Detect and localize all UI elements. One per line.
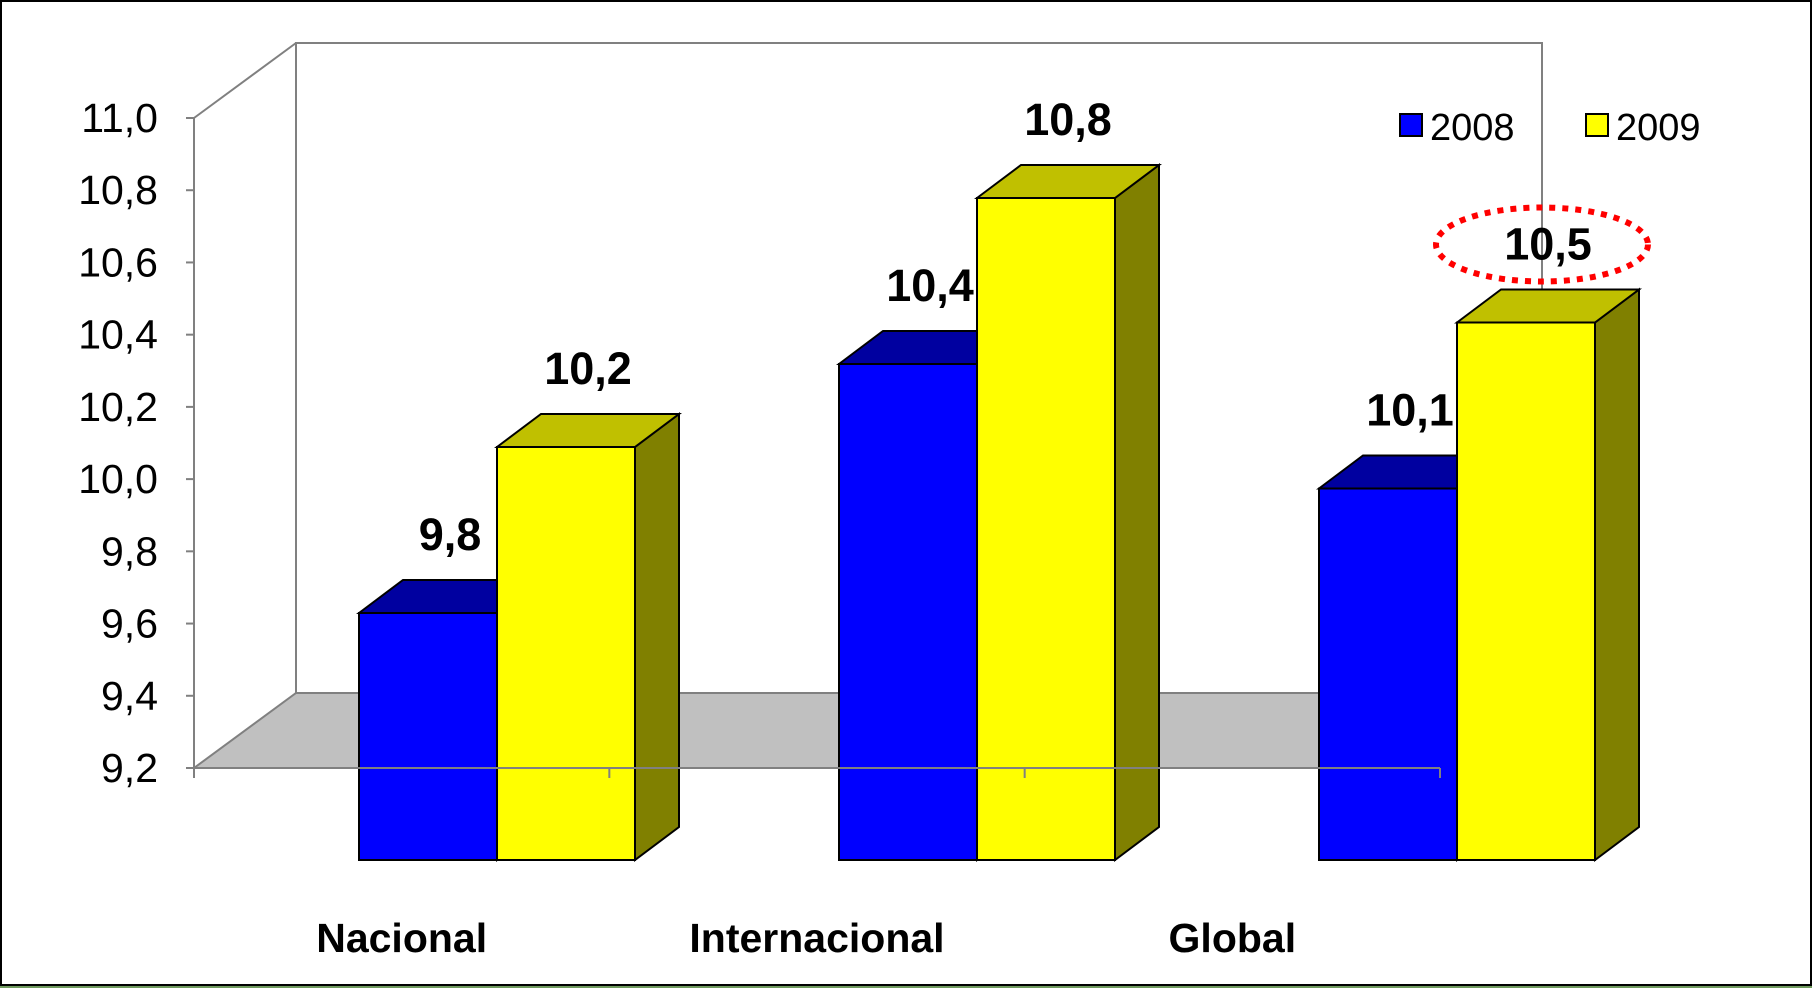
bar-front-face (496, 446, 636, 861)
data-label-2008-global: 10,1 (1366, 385, 1454, 436)
y-tick-label: 9,6 (101, 601, 158, 647)
y-tick-label: 9,2 (101, 745, 158, 791)
bar-front-face (1318, 487, 1458, 861)
data-labels: 9,8 10,2 10,4 10,8 10,1 10,5 (419, 94, 1592, 560)
bar-2009-internacional (974, 163, 1162, 862)
highlight-ellipse (1433, 204, 1651, 285)
bar-front-face (1456, 321, 1596, 861)
chart-side-wall-edge (193, 42, 297, 119)
legend-swatch-2008 (1399, 113, 1423, 137)
legend-label-2009: 2009 (1616, 107, 1701, 149)
data-label-2009-nacional: 10,2 (544, 343, 632, 394)
bar-front-face (838, 363, 978, 861)
y-tick-label: 10,8 (78, 167, 158, 213)
category-label: Internacional (689, 915, 944, 961)
y-tick-label: 10,2 (78, 384, 158, 430)
data-label-2009-global: 10,5 (1504, 219, 1592, 270)
category-label: Nacional (316, 915, 487, 961)
y-tick-label: 9,4 (101, 673, 158, 719)
y-tick-label: 10,6 (78, 239, 158, 285)
bar-2009-nacional (494, 412, 682, 862)
bar-side-face (634, 412, 680, 862)
bar-side-face (1114, 163, 1160, 862)
data-label-2008-internacional: 10,4 (886, 260, 974, 311)
bar-side-face (1594, 287, 1640, 862)
highlight (1433, 204, 1651, 285)
data-label-2008-nacional: 9,8 (419, 509, 482, 560)
data-label-2009-internacional: 10,8 (1024, 94, 1112, 145)
y-tick-label: 10,0 (78, 456, 158, 502)
y-tick-label: 11,0 (81, 95, 158, 141)
bars (356, 163, 1642, 862)
bar-front-face (358, 612, 498, 861)
bar-2009-global (1454, 287, 1642, 862)
x-axis: Nacional Internacional Global (193, 767, 1441, 961)
bar-front-face (976, 197, 1116, 861)
y-tick-label: 9,8 (101, 528, 158, 574)
category-label: Global (1169, 915, 1297, 961)
legend-label-2008: 2008 (1430, 107, 1515, 149)
y-axis: 9,2 9,4 9,6 9,8 10,0 10,2 10,4 10,6 10,8 11,0 (78, 95, 195, 791)
y-tick-label: 10,4 (78, 312, 158, 358)
legend: 2008 2009 (1399, 107, 1701, 149)
legend-swatch-2009 (1585, 113, 1609, 137)
